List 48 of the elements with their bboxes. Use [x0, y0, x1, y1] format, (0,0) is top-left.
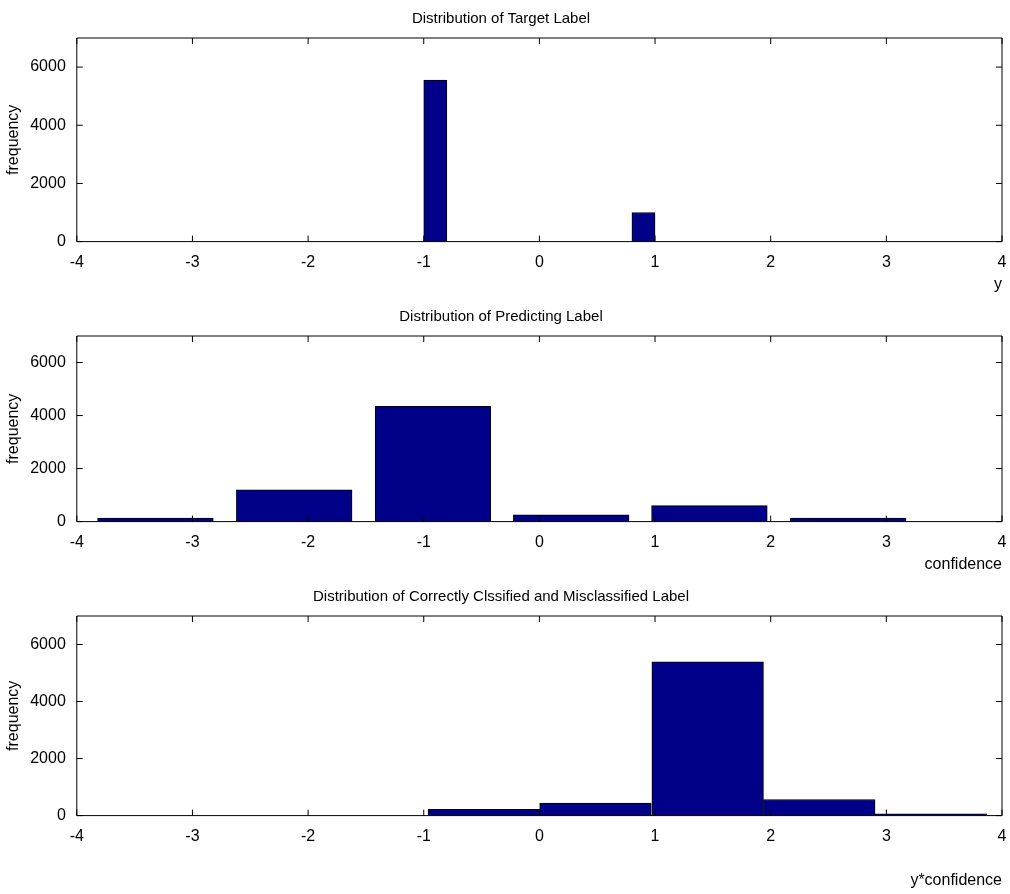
y-tick-label: 6000	[30, 57, 66, 75]
chart-title: Distribution of Target Label	[411, 9, 591, 27]
x-axis-title: confidence	[924, 554, 1003, 572]
y-tick-label: 4000	[30, 691, 66, 709]
x-tick-label: 4	[997, 252, 1007, 270]
x-tick-label: 2	[766, 532, 776, 550]
x-tick-label: -2	[300, 252, 316, 270]
x-tick-label: -1	[416, 532, 431, 550]
x-tick-label: -3	[185, 532, 200, 550]
x-tick-label: -3	[185, 252, 200, 270]
x-tick-label: 3	[881, 826, 891, 844]
x-tick-label: 0	[534, 826, 544, 844]
y-tick-label: 2000	[30, 173, 66, 191]
x-tick-label: 2	[766, 252, 776, 270]
chart-title: Distribution of Predicting Label	[399, 307, 603, 325]
x-tick-label: -4	[69, 826, 84, 844]
x-tick-label: 0	[534, 532, 544, 550]
x-axis-title: y*confidence	[910, 870, 1003, 888]
x-tick-label: -3	[185, 826, 200, 844]
y-tick-label: 0	[56, 232, 66, 250]
x-tick-label: -2	[300, 532, 316, 550]
y-tick-label: 4000	[30, 405, 66, 423]
x-tick-label: -1	[416, 252, 431, 270]
x-tick-label: -2	[300, 826, 316, 844]
x-tick-label: 3	[881, 532, 891, 550]
x-tick-label: 2	[766, 826, 776, 844]
x-tick-label: 0	[534, 252, 544, 270]
x-tick-label: 1	[650, 532, 660, 550]
chart-title: Distribution of Correctly Clssified and Misclassified Label	[313, 587, 689, 605]
x-tick-label: -1	[416, 826, 431, 844]
y-tick-label: 0	[56, 806, 66, 824]
y-axis-title: frequency	[4, 680, 22, 751]
x-tick-label: 4	[997, 532, 1007, 550]
y-axis-title: frequency	[4, 393, 22, 464]
y-axis-title: frequency	[4, 104, 22, 175]
y-tick-label: 6000	[30, 634, 66, 652]
x-tick-label: 1	[650, 252, 660, 270]
x-tick-label: 4	[997, 826, 1007, 844]
x-tick-label: -4	[69, 532, 84, 550]
y-tick-label: 2000	[30, 458, 66, 476]
x-axis-title: y	[994, 274, 1002, 292]
y-tick-label: 4000	[30, 115, 66, 133]
y-tick-label: 6000	[30, 352, 66, 370]
x-tick-label: -4	[69, 252, 84, 270]
y-tick-label: 2000	[30, 748, 66, 766]
y-tick-label: 0	[56, 512, 66, 530]
x-tick-label: 3	[881, 252, 891, 270]
x-tick-label: 1	[650, 826, 660, 844]
